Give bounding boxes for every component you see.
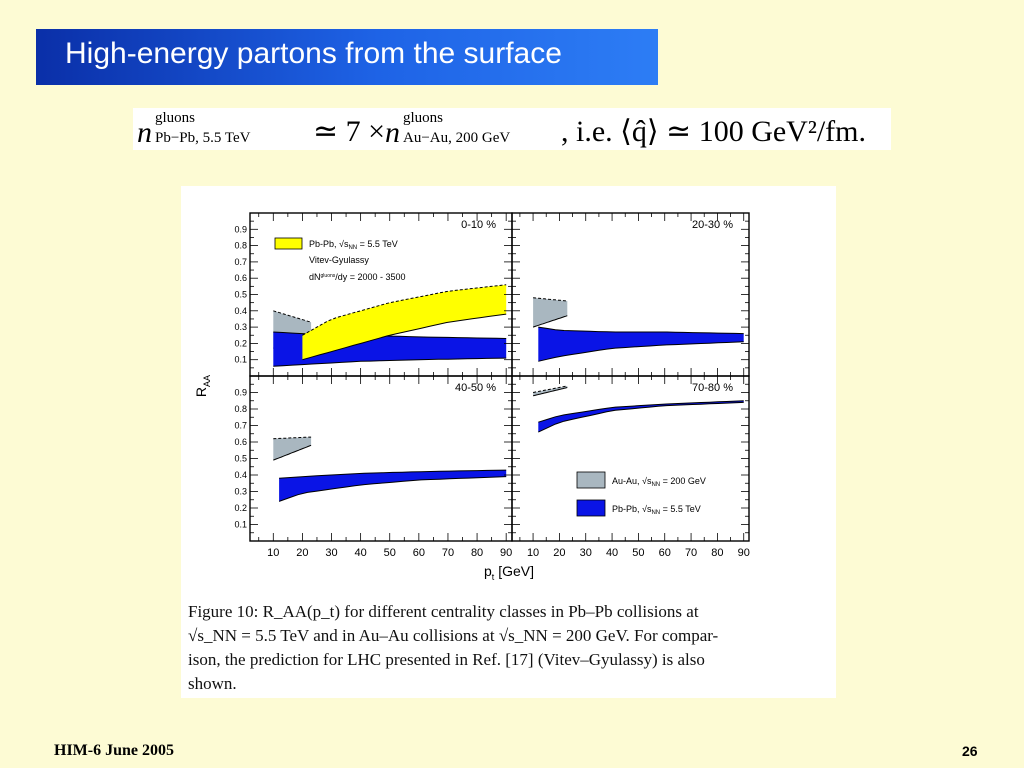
x-tick-label: 30 xyxy=(580,547,592,559)
band-pbpb-p2 xyxy=(538,327,744,362)
panel-frame-3 xyxy=(249,375,513,542)
figure-caption: Figure 10: R_AA(p_t) for different centr… xyxy=(188,600,828,696)
band-upper-auau-p2 xyxy=(533,297,568,302)
y-tick-label: 0.4 xyxy=(234,306,247,316)
x-tick-label: 70 xyxy=(442,547,454,559)
band-upper-auau-p4 xyxy=(532,385,568,393)
x-tick-label: 90 xyxy=(738,547,750,559)
formula-relation: ≃ 7 × xyxy=(313,115,386,148)
caption-line-1: Figure 10: R_AA(p_t) for different centr… xyxy=(188,602,699,621)
y-tick-label: 0.5 xyxy=(234,290,247,300)
x-tick-label: 30 xyxy=(325,547,337,559)
y-tick-label: 0.7 xyxy=(234,257,247,267)
formula-rhs-sub: Au−Au, 200 GeV xyxy=(403,130,511,146)
band-auau-p3 xyxy=(273,437,312,461)
y-tick-label: 0.1 xyxy=(234,520,247,530)
y-tick-label: 0.8 xyxy=(234,241,247,251)
band-upper-auau-p3 xyxy=(273,436,312,440)
band-lower-pbpb-p2 xyxy=(538,341,744,362)
y-tick-label: 0.6 xyxy=(234,437,247,447)
y-tick-label: 0.9 xyxy=(234,388,247,398)
formula-lhs-sup: gluons xyxy=(155,110,196,126)
y-tick-label: 0.1 xyxy=(234,355,247,365)
legend-vitev-line2: Vitev-Gyulassy xyxy=(309,255,369,265)
band-upper-vitev-p1 xyxy=(302,284,507,336)
legend-collisions: Au-Au, √sNN = 200 GeV Pb-Pb, √sNN = 5.5 … xyxy=(576,471,706,517)
y-tick-label: 0.8 xyxy=(234,404,247,414)
caption-line-3: ison, the prediction for LHC presented i… xyxy=(188,650,705,669)
band-upper-pbpb-p2 xyxy=(538,326,744,335)
band-lower-pbpb-p1 xyxy=(273,357,507,367)
x-tick-label: 10 xyxy=(527,547,539,559)
band-pbpb-p4 xyxy=(538,400,744,433)
raa-chart: 0-10 % 0.1 0.2 0.3 0.4 0.5 0.6 0.7 0.8 0.9 20-30 %… xyxy=(193,212,750,582)
band-lower-vitev-p1 xyxy=(302,313,507,361)
legend-vitev-line1: Pb-Pb, √sNN = 5.5 TeV xyxy=(309,239,398,251)
y-tick-label: 0.9 xyxy=(234,224,247,234)
panel-label-3: 40-50 % xyxy=(455,382,496,394)
panel-label-2: 20-30 % xyxy=(692,219,733,231)
formula-rhs-n: n xyxy=(385,116,400,149)
y-axis-label: RAA xyxy=(193,375,212,397)
panel-label-1: 0-10 % xyxy=(461,219,496,231)
band-lower-auau-p3 xyxy=(273,444,312,461)
x-tick-label: 50 xyxy=(384,547,396,559)
formula: n gluons Pb−Pb, 5.5 TeV ≃ 7 × n gluons A… xyxy=(133,108,891,150)
figure: 0-10 % 0.1 0.2 0.3 0.4 0.5 0.6 0.7 0.8 0.9 20-30 %… xyxy=(181,186,836,698)
formula-lhs-sub: Pb−Pb, 5.5 TeV xyxy=(155,130,251,146)
x-tick-label: 60 xyxy=(413,547,425,559)
x-tick-label: 40 xyxy=(606,547,618,559)
x-tick-label: 80 xyxy=(471,547,483,559)
page-number: 26 xyxy=(962,743,978,759)
x-tick-label: 90 xyxy=(500,547,512,559)
band-upper-pbpb-p4 xyxy=(538,400,744,423)
y-tick-label: 0.2 xyxy=(234,503,247,513)
y-tick-label: 0.5 xyxy=(234,454,247,464)
y-tick-label: 0.3 xyxy=(234,487,247,497)
x-tick-label: 50 xyxy=(632,547,644,559)
panel-label-4: 70-80 % xyxy=(692,382,733,394)
x-tick-label: 20 xyxy=(296,547,308,559)
legend-swatch-auau xyxy=(576,471,606,489)
band-lower-pbpb-p4 xyxy=(538,401,744,433)
band-auau-p2 xyxy=(533,297,568,328)
band-lower-auau-p2 xyxy=(532,315,568,328)
caption-line-4: shown. xyxy=(188,674,237,693)
legend-vitev-line3: dNgluons/dy = 2000 - 3500 xyxy=(309,272,406,282)
x-tick-label: 10 xyxy=(267,547,279,559)
y-tick-label: 0.4 xyxy=(234,470,247,480)
footer-event: HIM-6 June 2005 xyxy=(54,742,174,759)
x-axis-label: pt [GeV] xyxy=(484,563,534,582)
x-tick-label: 80 xyxy=(711,547,723,559)
formula-tail: , i.e. ⟨q̂⟩ ≃ 100 GeV²/fm. xyxy=(561,115,866,148)
y-tick-label: 0.6 xyxy=(234,273,247,283)
legend-pbpb-label: Pb-Pb, √sNN = 5.5 TeV xyxy=(612,504,701,516)
y-tick-label: 0.2 xyxy=(234,338,247,348)
x-tick-label: 40 xyxy=(354,547,366,559)
y-tick-label: 0.3 xyxy=(234,322,247,332)
band-lower-pbpb-p3 xyxy=(278,476,507,502)
x-tick-label: 60 xyxy=(659,547,671,559)
formula-rhs-sup: gluons xyxy=(403,110,444,126)
band-vitev-p1 xyxy=(302,284,507,360)
x-tick-label: 70 xyxy=(685,547,697,559)
slide-title: High-energy partons from the surface xyxy=(65,37,562,70)
band-lower-auau-p4 xyxy=(532,387,568,397)
band-upper-pbpb-p3 xyxy=(279,469,507,479)
y-tick-label: 0.7 xyxy=(234,421,247,431)
band-pbpb-p3 xyxy=(279,470,507,502)
x-tick-label: 20 xyxy=(553,547,565,559)
panel-frame-4 xyxy=(511,375,750,542)
caption-line-2: √s_NN = 5.5 TeV and in Au–Au collisions … xyxy=(188,626,719,645)
band-upper-auau-p1 xyxy=(273,310,312,323)
title-bar: High-energy partons from the surface xyxy=(36,29,658,85)
legend-swatch-yellow xyxy=(274,237,303,250)
legend-swatch-pbpb xyxy=(576,499,606,517)
legend-vitev: Pb-Pb, √sNN = 5.5 TeV Vitev-Gyulassy dNg… xyxy=(274,237,406,282)
legend-auau-label: Au-Au, √sNN = 200 GeV xyxy=(612,476,706,488)
formula-lhs-n: n xyxy=(137,116,152,149)
